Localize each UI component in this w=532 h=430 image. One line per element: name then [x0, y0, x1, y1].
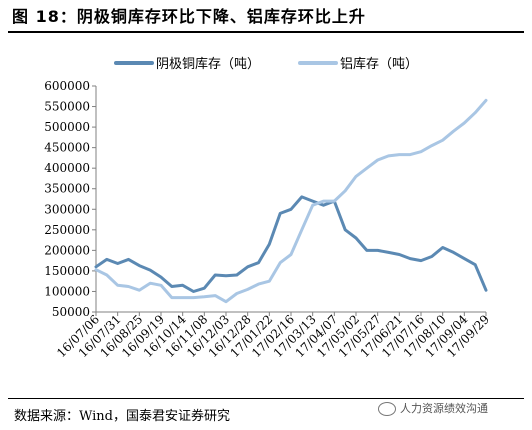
y-tick-label: 300000	[44, 202, 90, 216]
data-source-note: 数据来源：Wind，国泰君安证券研究	[14, 409, 230, 424]
figure-title: 图 18：阴极铜库存环比下降、铝库存环比上升	[12, 7, 366, 26]
series-line-aluminum	[94, 98, 488, 304]
y-tick-label: 150000	[44, 264, 90, 278]
y-tick-label: 400000	[44, 161, 90, 175]
wechat-icon	[378, 402, 396, 416]
y-tick-label: 50000	[52, 305, 90, 319]
series-line-copper	[94, 195, 488, 293]
legend-label-aluminum: 铝库存（吨）	[340, 56, 418, 72]
y-tick-label: 550000	[44, 100, 90, 114]
y-tick-label: 350000	[44, 182, 90, 196]
watermark-text: 人力资源绩效沟通	[400, 402, 488, 415]
legend-label-copper: 阴极铜库存（吨）	[156, 56, 260, 72]
title-divider	[8, 31, 524, 33]
footer-divider	[8, 398, 524, 399]
y-tick-label: 250000	[44, 223, 90, 237]
y-tick-label: 100000	[44, 284, 90, 298]
legend: 阴极铜库存（吨） 铝库存（吨）	[114, 56, 418, 72]
y-tick-label: 450000	[44, 141, 90, 155]
watermark: 人力资源绩效沟通	[378, 400, 488, 416]
y-tick-label: 500000	[44, 120, 90, 134]
y-tick-label: 600000	[44, 79, 90, 93]
y-tick-label: 200000	[44, 243, 90, 257]
